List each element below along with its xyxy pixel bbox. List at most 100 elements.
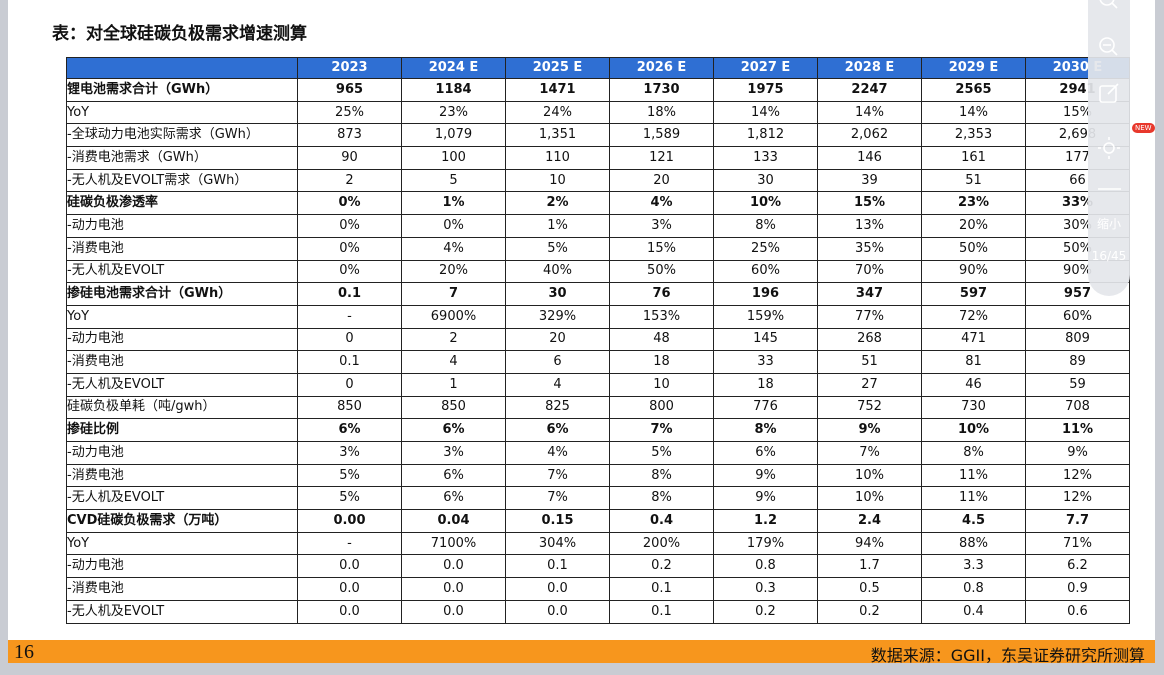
cell: 4% [609, 191, 714, 216]
column-header: 2028 E [817, 57, 922, 79]
cell: 133 [713, 146, 818, 170]
column-header: 2024 E [401, 57, 506, 79]
cell: 6.2 [1025, 554, 1130, 579]
table-row: -动力电池 0 2 20 48 145 268 471 809 [66, 327, 1130, 352]
table-row: YoY 25% 23% 24% 18% 14% 14% 14% 15% [66, 100, 1130, 125]
source-note: 数据来源：GGII，东吴证券研究所测算 [870, 646, 1145, 665]
cell: 100 [401, 146, 506, 170]
table-row: -动力电池 3% 3% 4% 5% 6% 7% 8% 9% [66, 441, 1130, 465]
table-row: -无人机及EVOLT需求（GWh） 2 5 10 20 30 39 51 66 [66, 168, 1130, 193]
cell: 1,351 [505, 123, 610, 148]
cell: 5 [401, 168, 506, 193]
row-label: -消费电池 [66, 577, 298, 601]
cell: 77% [817, 304, 922, 329]
cell: 40% [505, 259, 610, 284]
cell: 81 [921, 350, 1026, 374]
cell: 153% [609, 304, 714, 329]
table-row: -无人机及EVOLT 0 1 4 10 18 27 46 59 [66, 372, 1130, 397]
row-label: -无人机及EVOLT [66, 486, 298, 511]
cell: 965 [297, 78, 402, 102]
cell: 90 [297, 146, 402, 170]
column-header: 2026 E [609, 57, 714, 79]
cell: 72% [921, 304, 1026, 329]
cell: 0.0 [297, 554, 402, 579]
table-row: -无人机及EVOLT 0% 20% 40% 50% 60% 70% 90% 90% [66, 259, 1130, 284]
cell: 0.0 [505, 599, 610, 624]
table-row: -动力电池 0.0 0.0 0.1 0.2 0.8 1.7 3.3 6.2 [66, 554, 1130, 579]
cell: 11% [921, 463, 1026, 488]
cell: 159% [713, 304, 818, 329]
cell: 88% [921, 531, 1026, 556]
cell: 10% [817, 486, 922, 511]
cell: 1,079 [401, 123, 506, 148]
cell: 6% [401, 418, 506, 442]
cell: 23% [921, 191, 1026, 216]
table-row: YoY -6900% 329% 153% 159% 77% 72% 60% [66, 304, 1130, 329]
table-row: CVD硅碳负极需求（万吨） 0.00 0.04 0.15 0.4 1.2 2.4 4.5 7.7 [66, 509, 1130, 533]
cell: 20% [921, 214, 1026, 238]
row-label: -消费电池 [66, 350, 298, 374]
zoom-out-button[interactable]: 缩小 [1096, 217, 1121, 231]
cell: 0.04 [401, 509, 506, 533]
table-row: -消费电池 0% 4% 5% 15% 25% 35% 50% 50% [66, 236, 1130, 261]
cell: 0.15 [505, 509, 610, 533]
table-row: 硅碳负极单耗（吨/gwh） 850 850 825 800 776 752 730 708 [66, 395, 1130, 420]
cell: 10 [505, 168, 610, 193]
table-row: 硅碳负极渗透率 0% 1% 2% 4% 10% 15% 23% 33% [66, 191, 1130, 216]
column-header: 2023 [297, 57, 402, 79]
cell: 1975 [713, 78, 818, 102]
cell: 8% [921, 441, 1026, 465]
cell: 2,353 [921, 123, 1026, 148]
row-label: -无人机及EVOLT需求（GWh） [66, 168, 298, 193]
cell: 18 [713, 372, 818, 397]
cell: 24% [505, 100, 610, 125]
cell: 18 [609, 350, 714, 374]
cell: 94% [817, 531, 922, 556]
cell: 0.0 [297, 577, 402, 601]
cell: 7 [401, 282, 506, 306]
cell: 8% [713, 418, 818, 442]
cell: 50% [921, 236, 1026, 261]
column-header: 2029 E [921, 57, 1026, 79]
row-label: 硅碳负极单耗（吨/gwh） [66, 395, 298, 420]
cell: 13% [817, 214, 922, 238]
cell: 27 [817, 372, 922, 397]
table-row: -无人机及EVOLT 5% 6% 7% 8% 9% 10% 11% 12% [66, 486, 1130, 511]
page-number: 16 [14, 641, 34, 663]
cell: 730 [921, 395, 1026, 420]
cell: 347 [817, 282, 922, 306]
cell: 9% [817, 418, 922, 442]
row-label: YoY [66, 304, 298, 329]
cell: 0.3 [713, 577, 818, 601]
cell: 145 [713, 327, 818, 352]
row-label: 掺硅电池需求合计（GWh） [66, 282, 298, 306]
cell: 2% [505, 191, 610, 216]
floating-toolbar: 缩小 16/45 [1088, 0, 1130, 296]
row-label: -消费电池需求（GWh） [66, 146, 298, 170]
cell: 4 [505, 372, 610, 397]
cell: - [297, 304, 402, 329]
cell: 196 [713, 282, 818, 306]
cell: 776 [713, 395, 818, 420]
cell: 20% [401, 259, 506, 284]
row-label: -无人机及EVOLT [66, 599, 298, 624]
cell: 0.4 [921, 599, 1026, 624]
cell: 179% [713, 531, 818, 556]
cell: 1% [401, 191, 506, 216]
cell: 7% [505, 463, 610, 488]
table-row: YoY -7100% 304% 200% 179% 94% 88% 71% [66, 531, 1130, 556]
cell: 0.2 [817, 599, 922, 624]
cell: 0 [297, 327, 402, 352]
cell: 14% [713, 100, 818, 125]
row-label: YoY [66, 531, 298, 556]
cell: 110 [505, 146, 610, 170]
cell: 90% [921, 259, 1026, 284]
cell: 5% [505, 236, 610, 261]
cell: 6% [401, 486, 506, 511]
cell: 11% [921, 486, 1026, 511]
table-row: -消费电池需求（GWh） 90 100 110 121 133 146 161 177 [66, 146, 1130, 170]
table-row: 锂电池需求合计（GWh） 965 1184 1471 1730 1975 2247 2565 2… [66, 78, 1130, 102]
cell: - [297, 531, 402, 556]
cell: 304% [505, 531, 610, 556]
cell: 51 [921, 168, 1026, 193]
